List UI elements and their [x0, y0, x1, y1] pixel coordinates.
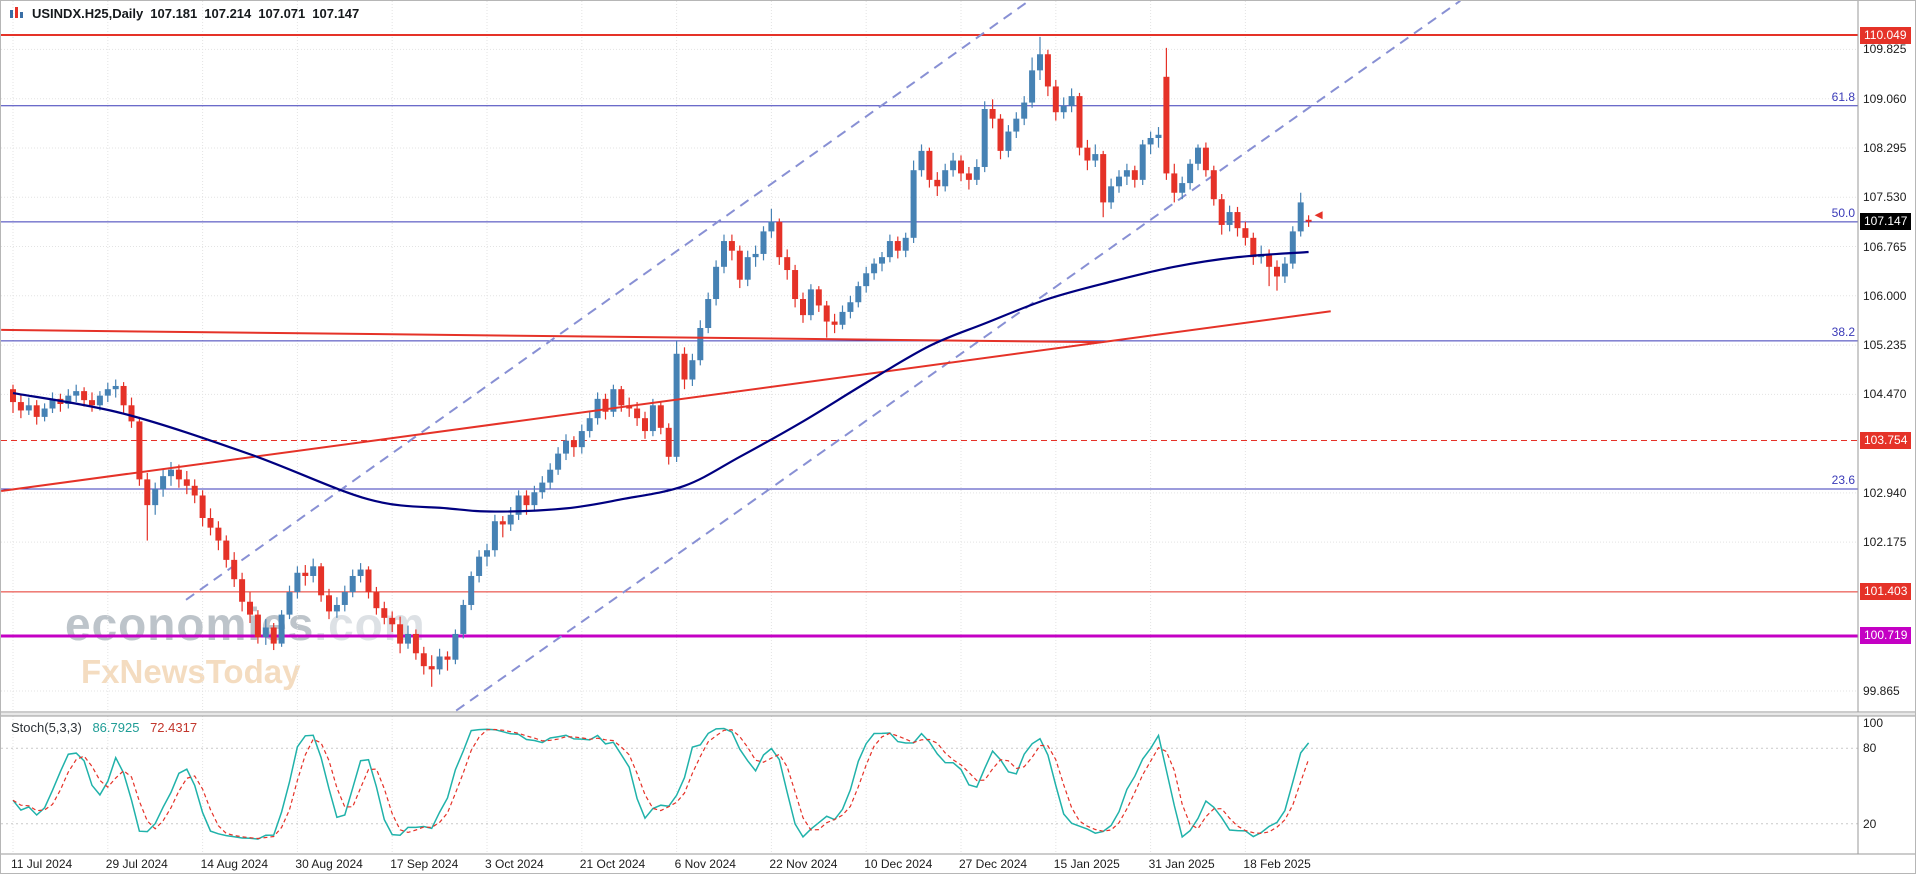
stochastic-name: Stoch(5,3,3): [11, 720, 82, 735]
price-line-label: 103.754: [1860, 432, 1912, 449]
time-axis-label: 21 Oct 2024: [579, 857, 646, 871]
time-axis-label: 31 Jan 2025: [1148, 857, 1215, 871]
stoch-axis-label: 20: [1863, 817, 1877, 831]
stoch-axis-label: 80: [1863, 741, 1877, 755]
price-axis-label: 105.235: [1863, 338, 1907, 352]
time-axis-label: 6 Nov 2024: [674, 857, 736, 871]
time-axis-label: 3 Oct 2024: [485, 857, 544, 871]
time-axis[interactable]: 11 Jul 2024 29 Jul 2024 14 Aug 2024 30 Aug …: [1, 855, 1915, 873]
chart-icon: [10, 7, 23, 18]
watermark-brand: economies.com: [65, 598, 426, 650]
time-axis-label: 22 Nov 2024: [769, 857, 838, 871]
ohlc-low: 107.071: [258, 6, 306, 21]
price-axis[interactable]: 109.825 109.060 108.295 107.530 106.765 106.0…: [1859, 1, 1915, 854]
watermark: economies.com FxNewsToday: [65, 599, 426, 690]
price-line-label: 101.403: [1860, 583, 1912, 600]
time-axis-label: 15 Jan 2025: [1053, 857, 1120, 871]
price-axis-label: 102.940: [1863, 486, 1907, 500]
ohlc-open: 107.181: [150, 6, 198, 21]
time-axis-label: 14 Aug 2024: [200, 857, 268, 871]
price-line-label: 107.147: [1860, 213, 1912, 230]
stochastic-panel[interactable]: [1, 716, 1858, 854]
stochastic-d-value: 72.4317: [150, 720, 198, 735]
ohlc-high: 107.214: [204, 6, 252, 21]
main-chart-area[interactable]: [1, 1, 1858, 712]
price-axis-label: 102.175: [1863, 535, 1907, 549]
price-axis-label: 109.060: [1863, 92, 1907, 106]
price-axis-label: 108.295: [1863, 141, 1907, 155]
time-axis-label: 17 Sep 2024: [390, 857, 459, 871]
price-axis-label: 106.000: [1863, 289, 1907, 303]
time-axis-label: 29 Jul 2024: [105, 857, 168, 871]
time-axis-label: 30 Aug 2024: [295, 857, 363, 871]
stochastic-k-value: 86.7925: [92, 720, 140, 735]
price-axis-label: 107.530: [1863, 190, 1907, 204]
price-axis-label: 106.765: [1863, 240, 1907, 254]
symbol-period: USINDX.H25,Daily: [32, 6, 144, 21]
ohlc-close: 107.147: [312, 6, 360, 21]
time-axis-label: 11 Jul 2024: [11, 857, 73, 871]
symbol-info: USINDX.H25,Daily 107.181 107.214 107.071…: [9, 6, 359, 21]
stochastic-label: Stoch(5,3,3) 86.7925 72.4317: [11, 720, 197, 735]
price-axis-label: 109.825: [1863, 42, 1907, 56]
time-axis-label: 27 Dec 2024: [959, 857, 1028, 871]
watermark-subbrand: FxNewsToday: [81, 652, 301, 690]
stoch-axis-label: 100: [1863, 716, 1884, 730]
price-axis-label: 104.470: [1863, 387, 1907, 401]
price-axis-label: 99.865: [1863, 684, 1900, 698]
price-line-label: 100.719: [1860, 627, 1912, 644]
price-line-label: 110.049: [1860, 27, 1911, 44]
time-axis-label: 10 Dec 2024: [864, 857, 933, 871]
time-axis-label: 18 Feb 2025: [1243, 857, 1311, 871]
